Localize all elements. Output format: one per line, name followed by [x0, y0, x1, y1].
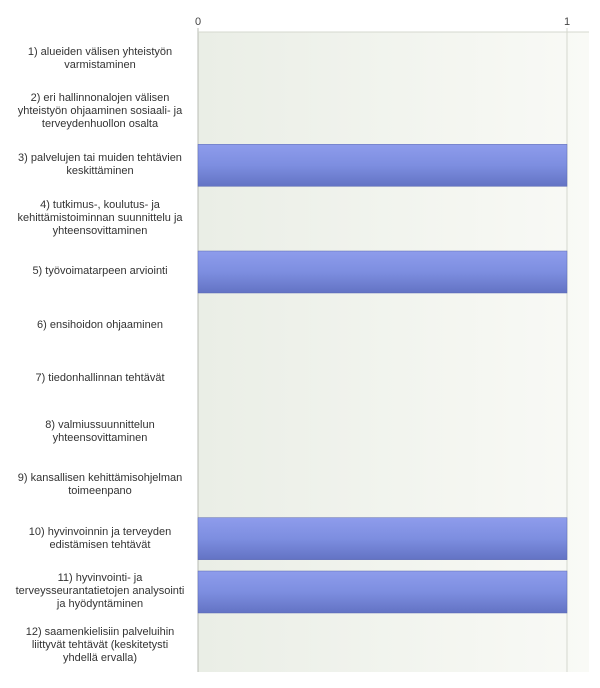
category-label: 1) alueiden välisen yhteistyön varmistami…: [8, 32, 192, 85]
category-label-line: keskittäminen: [66, 165, 134, 178]
category-label-line: 8) valmiussuunnittelun: [45, 418, 155, 431]
bar: [197, 144, 568, 187]
category-label-line: 12) saamenkielisiin palveluihin: [25, 625, 175, 638]
category-label-line: 9) kansallisen kehittämisohjelman: [17, 472, 183, 485]
category-label: 5) työvoimatarpeen arviointi: [8, 245, 192, 298]
category-label-line: 10) hyvinvoinnin ja terveyden: [28, 525, 172, 538]
category-label-line: 5) työvoimatarpeen arviointi: [32, 265, 168, 278]
bar: [197, 517, 568, 560]
bar: [197, 250, 568, 294]
category-label-line: 3) palvelujen tai muiden tehtävien: [18, 152, 182, 165]
category-label: 10) hyvinvoinnin ja terveyden edistämisen…: [8, 512, 192, 565]
category-label-line: 1) alueiden välisen yhteistyön: [27, 45, 173, 58]
x-tick-label: 0: [195, 16, 201, 28]
category-label-line: 11) hyvinvointi- ja: [57, 572, 143, 585]
plot-area: [198, 32, 589, 672]
category-label-line: 2) eri hallinnonalojen välisen: [30, 92, 170, 105]
category-label-line: terveysseurantatietojen analysointi: [15, 585, 185, 598]
category-label-line: ja hyödyntäminen: [56, 598, 144, 611]
category-label-line: 4) tutkimus-, koulutus- ja: [40, 199, 160, 212]
category-label-line: kehittämistoiminnan suunnittelu ja: [17, 212, 183, 225]
category-label-line: edistämisen tehtävät: [49, 538, 151, 551]
category-label: 2) eri hallinnonalojen välisen yhteistyön…: [8, 85, 192, 138]
category-label: 3) palvelujen tai muiden tehtävien keskit…: [8, 139, 192, 192]
category-label-line: yhteensovittaminen: [52, 431, 148, 444]
category-label-line: toimeenpano: [68, 485, 132, 498]
category-label: 4) tutkimus-, koulutus- ja kehittämistoim…: [8, 192, 192, 245]
category-label: 8) valmiussuunnittelun yhteensovittaminen: [8, 405, 192, 458]
category-label: 7) tiedonhallinnan tehtävät: [8, 352, 192, 405]
category-label-line: 6) ensihoidon ohjaaminen: [37, 318, 163, 331]
category-label: 9) kansallisen kehittämisohjelman toimeen…: [8, 459, 192, 512]
bar: [197, 570, 568, 614]
category-label-line: 7) tiedonhallinnan tehtävät: [35, 372, 165, 385]
category-label-line: yhteistyön ohjaaminen sosiaali- ja: [17, 105, 183, 118]
x-tick-label: 1: [564, 16, 570, 28]
category-label: 11) hyvinvointi- ja terveysseurantatietoj…: [8, 565, 192, 618]
category-label-line: yhteensovittaminen: [52, 225, 148, 238]
category-label: 6) ensihoidon ohjaaminen: [8, 299, 192, 352]
category-label-line: liittyvät tehtävät (keskitetysti: [31, 638, 169, 651]
category-label-line: terveydenhuollon osalta: [41, 118, 159, 131]
category-label-line: yhdellä ervalla): [63, 651, 137, 664]
category-label: 12) saamenkielisiin palveluihin liittyvät…: [8, 619, 192, 672]
category-label-line: varmistaminen: [64, 58, 136, 71]
